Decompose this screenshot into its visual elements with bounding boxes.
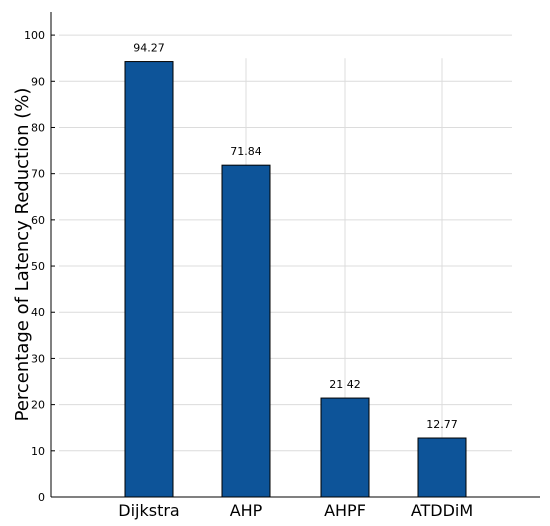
y-tick-label: 100 [24, 29, 45, 42]
y-tick-labels: 0 10 20 30 40 50 60 70 80 90 100 [24, 29, 55, 504]
bars [124, 61, 467, 498]
category-labels: Dijkstra AHP AHPF ATDDiM [118, 501, 473, 520]
y-axis-title: Percentage of Latency Reduction (%) [12, 88, 33, 422]
y-tick-label: 90 [31, 75, 45, 88]
y-tick-label: 0 [38, 491, 45, 504]
y-tick-label: 20 [31, 399, 45, 412]
bar-atddim [417, 437, 467, 498]
value-label: 94.27 [133, 42, 165, 55]
y-tick-label: 10 [31, 445, 45, 458]
axes [50, 12, 540, 498]
value-label: 21 42 [329, 378, 361, 391]
y-tick-label: 60 [31, 214, 45, 227]
bar-ahpf [320, 397, 370, 498]
value-labels: 94.27 71.84 21 42 12.77 [133, 42, 458, 431]
category-label: ATDDiM [411, 501, 473, 520]
y-tick-label: 40 [31, 306, 45, 319]
y-tick-label: 50 [31, 260, 45, 273]
category-label: Dijkstra [118, 501, 179, 520]
value-label: 71.84 [230, 145, 262, 158]
bar-ahp [221, 164, 271, 498]
category-label: AHP [230, 501, 263, 520]
bar-dijkstra [124, 61, 174, 498]
category-label: AHPF [324, 501, 366, 520]
y-tick-label: 80 [31, 121, 45, 134]
y-tick-label: 70 [31, 168, 45, 181]
y-tick-label: 30 [31, 352, 45, 365]
value-label: 12.77 [426, 418, 458, 431]
